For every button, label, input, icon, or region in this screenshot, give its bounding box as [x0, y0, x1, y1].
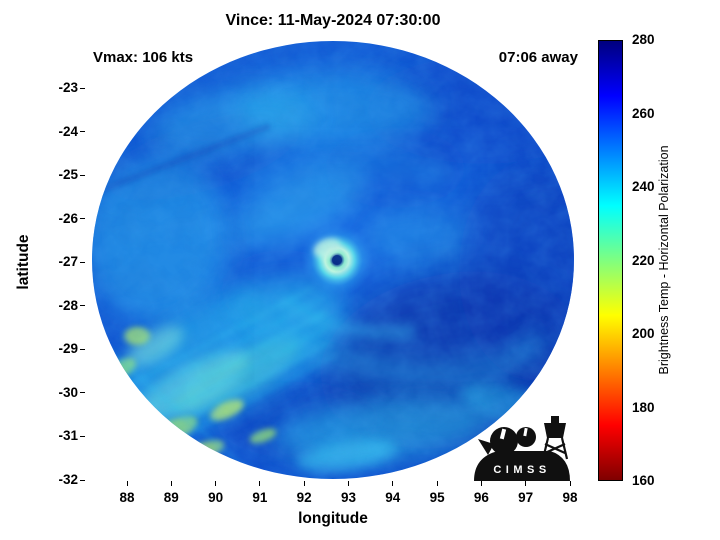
brightness-temp-swath — [92, 41, 574, 479]
logo-hill — [474, 451, 570, 481]
x-tick-mark — [303, 481, 305, 486]
y-tick-label: -28 — [58, 297, 78, 313]
vmax-annotation: Vmax: 106 kts — [93, 49, 194, 66]
x-tick-mark — [525, 481, 527, 486]
y-tick-mark — [80, 87, 85, 89]
x-axis-label: longitude — [298, 510, 368, 527]
x-tick-mark — [436, 481, 438, 486]
antenna-dish-icon — [478, 439, 494, 455]
x-tick-mark — [348, 481, 349, 486]
y-tick-mark — [80, 479, 85, 481]
cimss-logo: CIMSS — [474, 416, 570, 481]
y-tick-label: -29 — [58, 341, 78, 357]
y-tick-mark — [80, 305, 85, 307]
y-tick-label: -23 — [58, 80, 78, 95]
colorbar-tick-label: 260 — [632, 105, 655, 121]
y-tick-mark — [80, 261, 85, 263]
observatory-dome-icon — [490, 427, 518, 455]
dome-slit-small — [523, 427, 528, 437]
x-tick-label: 95 — [429, 490, 445, 505]
y-tick-label: -27 — [58, 254, 78, 270]
y-tick-label: -31 — [58, 428, 78, 444]
x-tick-label: 92 — [296, 490, 312, 505]
y-axis-label: latitude — [15, 234, 32, 290]
swath-image — [92, 41, 574, 479]
y-tick-mark — [80, 435, 85, 437]
x-tick-label: 88 — [119, 490, 135, 505]
x-tick-mark — [170, 481, 172, 486]
dome-slit — [499, 428, 507, 440]
y-tick-mark — [80, 174, 85, 176]
colorbar-tick-label: 220 — [632, 252, 655, 268]
x-tick-label: 97 — [518, 490, 534, 505]
x-tick-label: 91 — [252, 490, 268, 505]
plot-area — [85, 38, 582, 481]
x-tick-mark — [259, 481, 261, 486]
observatory-dome-small-icon — [516, 427, 536, 447]
logo-text: CIMSS — [493, 464, 550, 476]
x-tick-label: 93 — [340, 490, 357, 505]
colorbar-tick-label: 280 — [632, 32, 655, 47]
x-tick-label: 90 — [208, 490, 224, 505]
colorbar-tick-label: 200 — [632, 326, 655, 341]
y-tick-label: -26 — [58, 210, 78, 226]
x-tick-mark — [126, 481, 128, 486]
y-tick-label: -32 — [58, 472, 78, 488]
y-tick-label: -30 — [58, 384, 78, 400]
colorbar-tick-label: 160 — [632, 473, 655, 488]
x-tick-label: 98 — [562, 490, 578, 505]
x-tick-label: 96 — [473, 490, 489, 505]
water-tower-cap — [551, 416, 559, 423]
y-tick-label: -24 — [58, 123, 78, 139]
water-tower-tank-icon — [544, 423, 566, 438]
x-tick-mark — [569, 481, 571, 486]
x-tick-mark — [392, 481, 394, 486]
x-tick-label: 94 — [385, 490, 401, 505]
water-tower-legs — [541, 437, 569, 460]
colorbar-tick-label: 180 — [632, 399, 655, 415]
colorbar-gradient — [598, 40, 623, 481]
plot-title: Vince: 11-May-2024 07:30:00 — [225, 12, 441, 29]
x-tick-label: 89 — [163, 490, 179, 505]
colorbar-tick-label: 240 — [632, 179, 655, 194]
x-tick-mark — [215, 481, 217, 486]
colorbar-label: Brightness Temp - Horizontal Polarizatio… — [657, 145, 671, 375]
y-tick-mark — [80, 218, 85, 220]
y-tick-label: -25 — [58, 167, 78, 183]
x-tick-mark — [480, 481, 482, 486]
time-away-annotation: 07:06 away — [498, 49, 578, 66]
noise-texture-dark — [92, 41, 574, 479]
y-tick-mark — [80, 348, 85, 350]
y-tick-mark — [80, 131, 85, 133]
y-tick-mark — [80, 392, 85, 394]
